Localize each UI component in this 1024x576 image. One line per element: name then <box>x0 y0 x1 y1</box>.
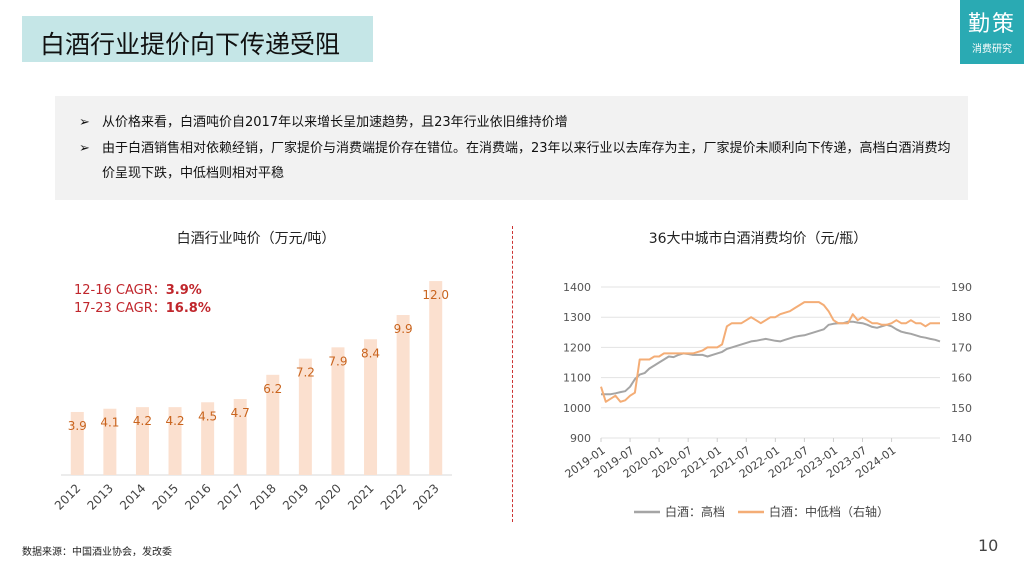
bar-value-label: 4.7 <box>231 406 250 420</box>
cagr-annotation: 12-16 CAGR：3.9% <box>74 283 202 298</box>
page-title: 白酒行业提价向下传递受阻 <box>40 30 341 59</box>
bar-value-label: 4.2 <box>133 414 152 428</box>
bar <box>168 407 182 475</box>
bar-value-label: 6.2 <box>263 382 282 396</box>
x-tick-label: 2019 <box>280 481 311 512</box>
x-tick-label: 2015 <box>150 481 181 512</box>
page-number: 10 <box>978 536 999 555</box>
data-source-note: 数据来源：中国酒业协会，发改委 <box>22 547 172 558</box>
bar-chart: 白酒行业吨价（万元/吨） 12-16 CAGR：3.9% 17-23 CAGR：… <box>52 231 452 513</box>
cagr-label: 12-16 CAGR： <box>74 283 166 298</box>
x-tick-label: 2013 <box>84 481 115 512</box>
y-right-tick-label: 140 <box>951 432 972 445</box>
legend-label: 白酒：高档 <box>665 504 725 519</box>
bar <box>201 402 215 475</box>
bar <box>298 358 312 475</box>
series-line <box>600 301 940 403</box>
bar-value-label: 4.5 <box>198 409 217 423</box>
x-tick-label: 2016 <box>182 481 213 512</box>
title-bar: 白酒行业提价向下传递受阻 <box>22 16 373 62</box>
y-left-tick-label: 1000 <box>563 402 591 415</box>
y-left-tick-label: 1200 <box>563 341 591 354</box>
logo-sub-text: 消费研究 <box>972 44 1012 55</box>
y-right-tick-label: 160 <box>951 372 972 385</box>
bar <box>364 339 378 475</box>
y-left-tick-label: 1400 <box>563 281 591 294</box>
brand-logo: 勤策 消费研究 <box>960 0 1024 64</box>
x-tick-label: 2018 <box>247 481 278 512</box>
bar-value-label: 9.9 <box>394 322 413 336</box>
logo-main-text: 勤策 <box>967 12 1016 37</box>
line-chart: 36大中城市白酒消费均价（元/瓶） 1400 1300 1200 1100 1000 90… <box>563 230 972 519</box>
y-right-tick-label: 170 <box>951 341 972 354</box>
bar-value-label: 12.0 <box>422 288 449 302</box>
bar <box>103 408 117 475</box>
bar-value-label: 7.2 <box>296 366 315 380</box>
y-right-tick-label: 180 <box>951 311 972 324</box>
y-right-tick-label: 190 <box>951 281 972 294</box>
cagr-annotation: 17-23 CAGR：16.8% <box>74 301 211 316</box>
x-tick-label: 2020 <box>313 481 344 512</box>
bullet-text: 从价格来看，白酒吨价自2017年以来增长呈加速趋势，且23年行业依旧维持价增 <box>102 115 568 130</box>
x-tick-label: 2017 <box>215 481 246 512</box>
line-chart-title: 36大中城市白酒消费均价（元/瓶） <box>649 230 868 247</box>
x-tick-label: 2014 <box>117 481 148 512</box>
bar <box>266 374 280 475</box>
bar-value-label: 3.9 <box>68 419 87 433</box>
bullet-text: 由于白酒销售相对依赖经销，厂家提价与消费端提价存在错位。在消费端，23年以来行业… <box>102 141 951 181</box>
bar <box>233 399 247 475</box>
x-tick-label: 2012 <box>52 481 83 512</box>
cagr-value: 16.8% <box>166 301 211 316</box>
y-right-tick-label: 150 <box>951 402 972 415</box>
x-tick-label: 2023 <box>410 481 441 512</box>
arrow-bullet-icon: ➢ <box>79 115 90 130</box>
y-left-tick-label: 900 <box>570 432 591 445</box>
bar <box>331 347 345 475</box>
bar-value-label: 7.9 <box>328 354 347 368</box>
bar-value-label: 8.4 <box>361 346 380 360</box>
x-tick-label: 2021 <box>345 481 376 512</box>
bar-chart-title: 白酒行业吨价（万元/吨） <box>177 231 336 247</box>
cagr-label: 17-23 CAGR： <box>74 301 166 316</box>
y-left-tick-label: 1100 <box>563 372 591 385</box>
bar <box>429 281 443 475</box>
legend-label: 白酒：中低档（右轴） <box>769 504 889 519</box>
bar-value-label: 4.1 <box>100 416 119 430</box>
summary-box: ➢ 从价格来看，白酒吨价自2017年以来增长呈加速趋势，且23年行业依旧维持价增… <box>55 96 968 200</box>
y-left-tick-label: 1300 <box>563 311 591 324</box>
x-tick-label: 2022 <box>378 481 409 512</box>
bar <box>135 407 149 475</box>
bar <box>70 411 84 475</box>
chart-divider <box>512 226 513 522</box>
bar <box>396 315 410 475</box>
bar-value-label: 4.2 <box>165 414 184 428</box>
cagr-value: 3.9% <box>166 283 202 298</box>
arrow-bullet-icon: ➢ <box>79 141 90 156</box>
